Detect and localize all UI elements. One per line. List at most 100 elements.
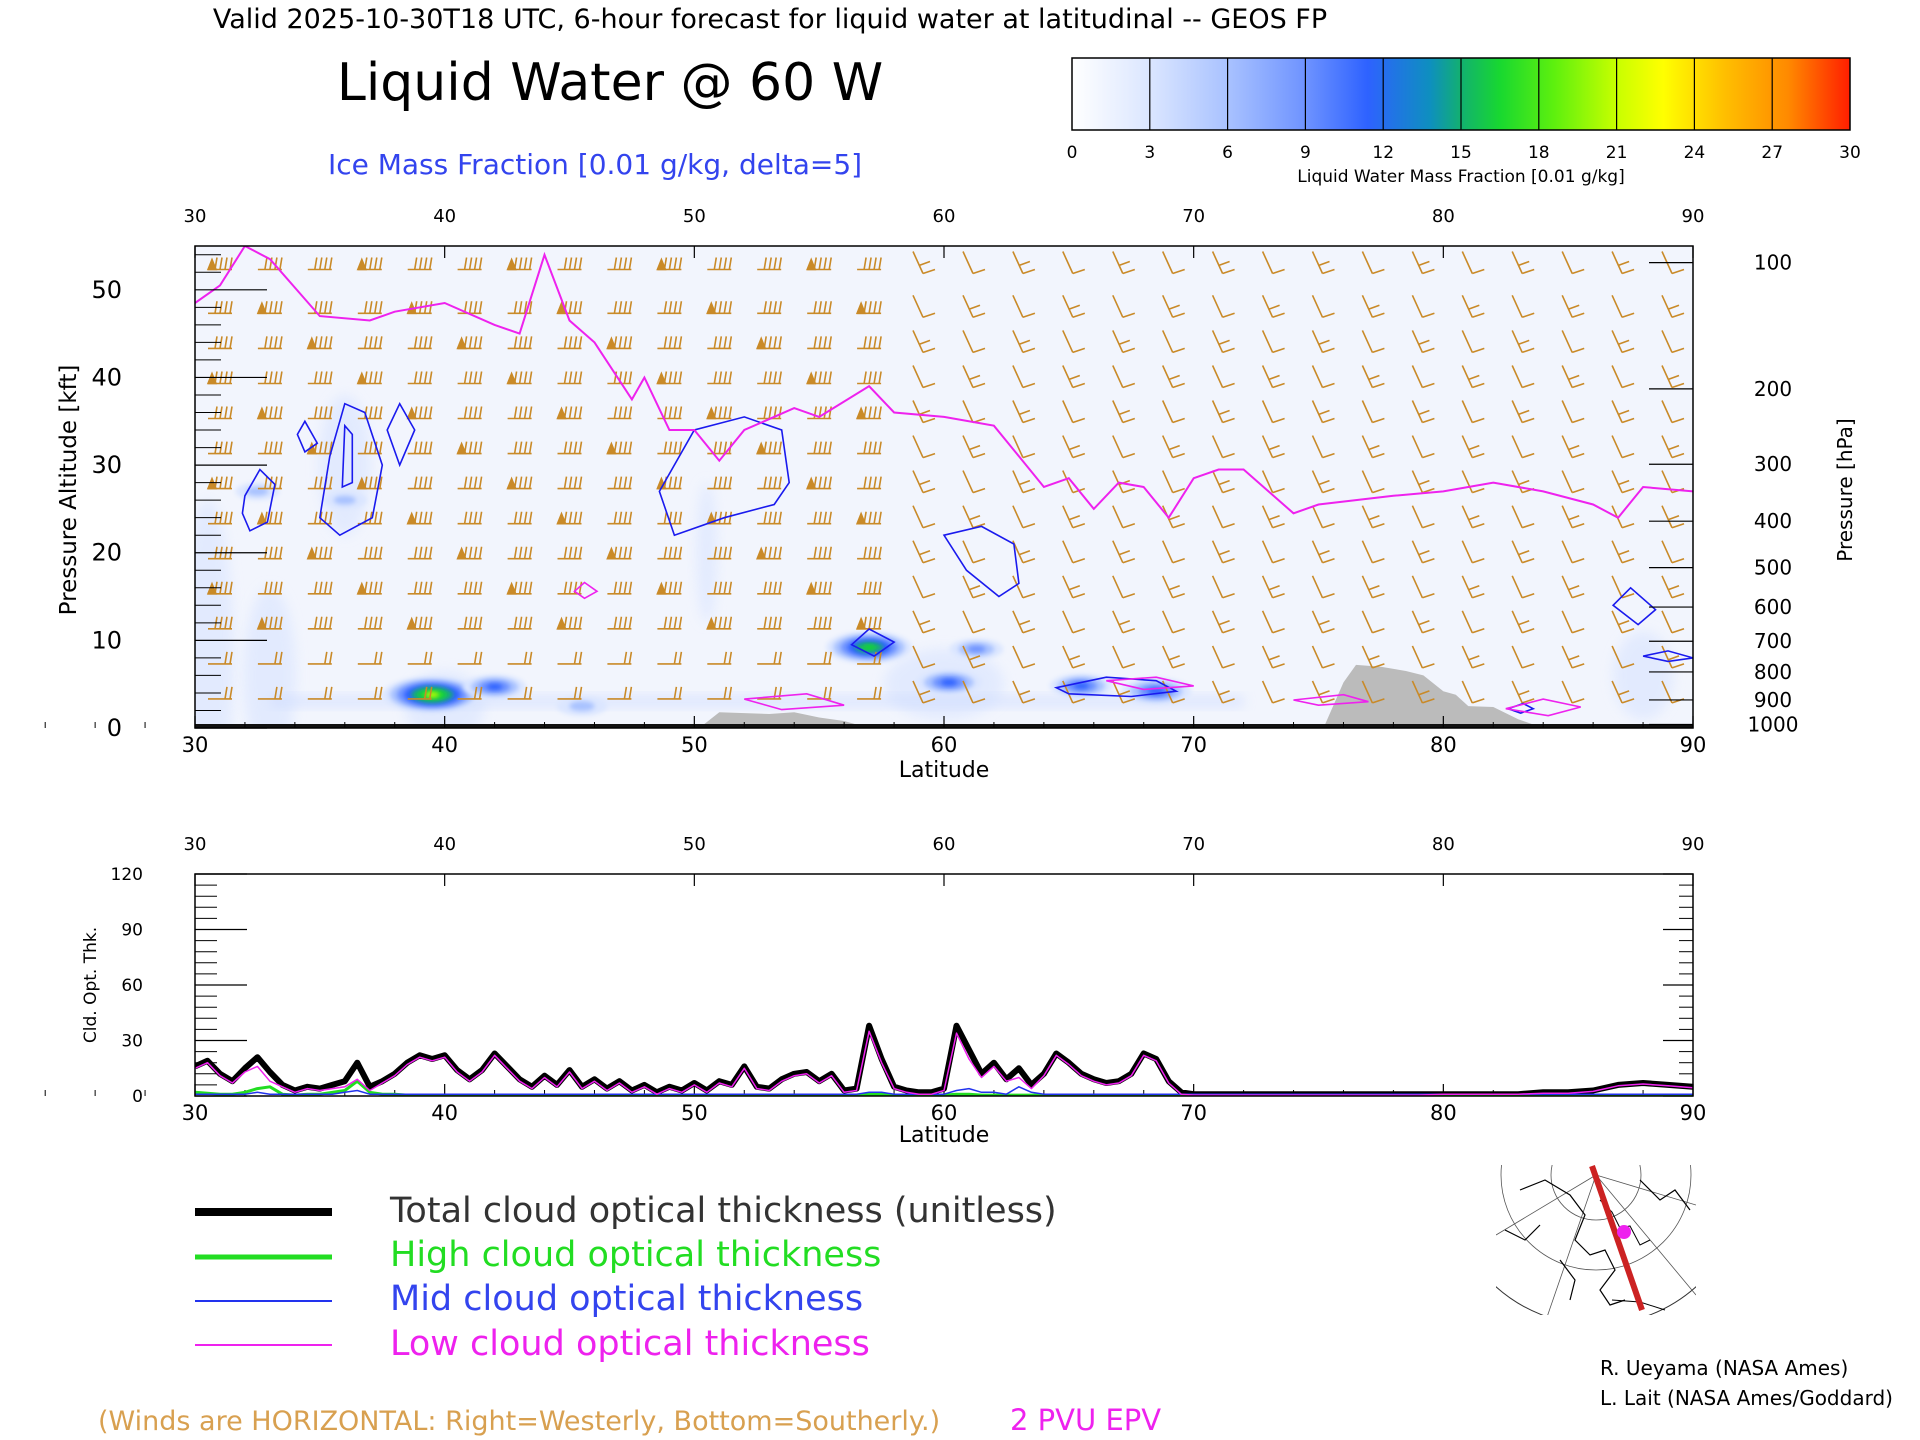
wind-barb-feather — [628, 406, 633, 419]
wind-barb-pennant — [506, 476, 517, 490]
wind-barb-pennant — [356, 371, 367, 385]
wind-barb-feather — [878, 616, 882, 629]
wind-barb — [406, 406, 433, 420]
wind-barb — [912, 575, 936, 599]
wind-barb-feather — [324, 336, 328, 349]
wind-barb-feather — [518, 257, 523, 270]
wind-barb-pennant — [606, 336, 617, 350]
colorbar-tick-label: 30 — [1839, 143, 1861, 163]
wind-barb-staff — [1062, 470, 1074, 493]
wind-barb — [1012, 330, 1036, 354]
wind-barb — [1261, 365, 1285, 389]
wind-barb-feather — [1072, 312, 1086, 319]
wind-barb — [707, 336, 733, 350]
wind-barb-staff — [1211, 435, 1224, 458]
wind-barb-feather — [1018, 260, 1031, 267]
wind-barb-feather — [1022, 663, 1036, 669]
wind-barb — [1561, 294, 1585, 319]
wind-barb-feather — [868, 336, 872, 349]
wind-barb-feather — [1571, 268, 1585, 275]
wind-barb-feather — [678, 257, 683, 270]
top-xtick-label: 40 — [431, 733, 458, 757]
wind-barb-feather — [513, 546, 518, 559]
wind-barb — [1511, 610, 1535, 634]
wind-barb-staff — [1611, 680, 1623, 704]
wind-barb-staff — [912, 680, 924, 704]
wind-barb-pennant — [456, 441, 467, 455]
wind-barb-feather — [1621, 663, 1635, 669]
wind-barb-feather — [1222, 452, 1235, 459]
wind-barb — [607, 301, 633, 315]
wind-barb-staff — [1411, 435, 1424, 458]
wind-barb-feather — [878, 476, 882, 489]
wind-barb-feather — [379, 441, 383, 454]
wind-barb — [1511, 294, 1535, 319]
credit-line-2: L. Lait (NASA Ames/Goddard) — [1600, 1386, 1893, 1410]
wind-barb — [1511, 435, 1535, 459]
wind-barb-staff — [1311, 680, 1324, 704]
wind-barb-staff — [912, 505, 924, 529]
wind-barb — [607, 616, 633, 630]
wind-barb-feather — [878, 441, 882, 454]
wind-barb — [962, 365, 986, 389]
wind-barb-feather — [1322, 557, 1335, 564]
wind-barb-feather — [1372, 382, 1385, 389]
wind-barb-pennant — [306, 336, 317, 350]
wind-barb-feather — [728, 546, 733, 559]
wind-barb-feather — [224, 257, 228, 270]
wind-barb — [1611, 540, 1635, 564]
wind-barb-staff — [1611, 470, 1623, 493]
wind-barb — [1161, 575, 1185, 599]
top-xtick-label: 80 — [1430, 733, 1457, 757]
bottom-ylabel: Cld. Opt. Thk. — [81, 927, 101, 1043]
wind-barb-feather — [418, 511, 423, 524]
wind-barb — [1311, 400, 1335, 424]
wind-barb-feather — [868, 406, 872, 419]
wind-barb-staff — [1461, 540, 1474, 564]
wind-barb-feather — [1617, 690, 1630, 696]
lw-haze — [195, 499, 234, 728]
wind-barb-feather — [523, 441, 528, 454]
colorbar-tick-label: 9 — [1300, 143, 1311, 163]
lw-haze — [243, 587, 296, 728]
wind-barb — [1311, 251, 1335, 275]
wind-barb-feather — [863, 371, 867, 384]
wind-barb-feather — [878, 336, 882, 349]
wind-barb-staff — [1461, 400, 1474, 423]
wind-barb-feather — [478, 476, 483, 489]
wind-barb-feather — [723, 336, 728, 349]
wind-barb-feather — [1671, 522, 1685, 529]
wind-barb — [1461, 400, 1485, 424]
wind-barb-staff — [1411, 251, 1424, 274]
wind-barb-feather — [1521, 312, 1535, 319]
wind-barb-staff — [1112, 505, 1124, 529]
wind-barb-feather — [713, 336, 718, 349]
wind-barb-feather — [673, 371, 678, 384]
wind-barb-feather — [823, 616, 827, 629]
wind-barb-pennant — [706, 301, 717, 315]
bottom-ytick-label: 0 — [132, 1087, 143, 1107]
wind-barb-feather — [1318, 409, 1330, 416]
wind-barb-feather — [478, 336, 483, 349]
wind-barb-feather — [1322, 347, 1335, 354]
wind-barb-feather — [513, 406, 518, 419]
bottom-xtick-label-upper: 70 — [1182, 834, 1205, 855]
wind-barb-staff — [1661, 575, 1673, 599]
wind-barb-feather — [818, 581, 822, 594]
wind-barb-feather — [1567, 304, 1580, 311]
wind-barb-feather — [663, 336, 668, 349]
wind-barb-pennant — [506, 581, 517, 595]
wind-barb-feather — [518, 406, 523, 419]
wind-barb-feather — [369, 546, 373, 559]
wind-barb-staff — [1062, 251, 1074, 274]
wind-barb-feather — [523, 686, 528, 700]
wind-barb-feather — [473, 651, 478, 665]
wind-barb-feather — [1072, 417, 1086, 424]
wind-barb-staff — [1012, 575, 1024, 599]
wind-barb-pennant — [756, 546, 767, 560]
wind-barb-staff — [1511, 680, 1523, 704]
wind-barb-feather — [473, 476, 478, 489]
wind-barb — [1062, 645, 1086, 669]
wind-barb-pennant — [206, 476, 218, 490]
wind-barb-feather — [1122, 557, 1136, 564]
